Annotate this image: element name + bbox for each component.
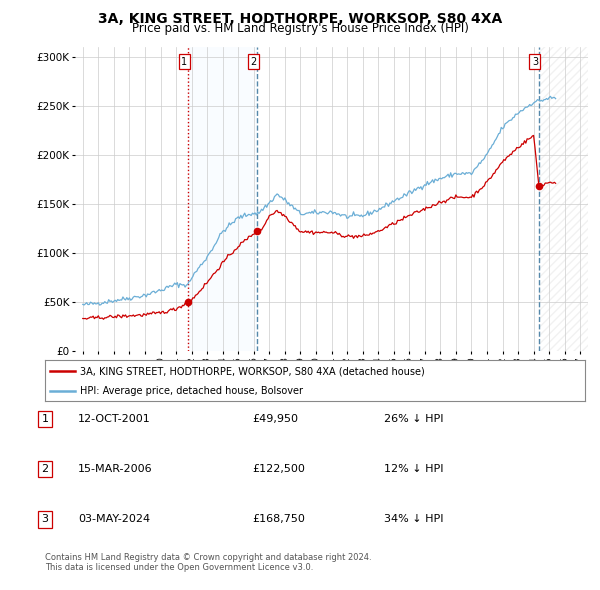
Text: 3: 3 bbox=[41, 514, 49, 524]
Text: 12-OCT-2001: 12-OCT-2001 bbox=[78, 414, 151, 424]
Text: Contains HM Land Registry data © Crown copyright and database right 2024.: Contains HM Land Registry data © Crown c… bbox=[45, 553, 371, 562]
Text: 2: 2 bbox=[250, 57, 256, 67]
Text: £122,500: £122,500 bbox=[252, 464, 305, 474]
Text: Price paid vs. HM Land Registry's House Price Index (HPI): Price paid vs. HM Land Registry's House … bbox=[131, 22, 469, 35]
Bar bbox=[539, 47, 588, 351]
Text: 1: 1 bbox=[41, 414, 49, 424]
Text: 34% ↓ HPI: 34% ↓ HPI bbox=[384, 514, 443, 524]
Text: 12% ↓ HPI: 12% ↓ HPI bbox=[384, 464, 443, 474]
Text: 15-MAR-2006: 15-MAR-2006 bbox=[78, 464, 152, 474]
Text: 03-MAY-2024: 03-MAY-2024 bbox=[78, 514, 150, 524]
Bar bbox=[188, 47, 257, 351]
Text: 26% ↓ HPI: 26% ↓ HPI bbox=[384, 414, 443, 424]
Text: £168,750: £168,750 bbox=[252, 514, 305, 524]
Text: £49,950: £49,950 bbox=[252, 414, 298, 424]
Text: 3A, KING STREET, HODTHORPE, WORKSOP, S80 4XA (detached house): 3A, KING STREET, HODTHORPE, WORKSOP, S80… bbox=[80, 366, 425, 376]
Text: 2: 2 bbox=[41, 464, 49, 474]
Text: 3: 3 bbox=[532, 57, 538, 67]
Text: This data is licensed under the Open Government Licence v3.0.: This data is licensed under the Open Gov… bbox=[45, 563, 313, 572]
Text: 1: 1 bbox=[181, 57, 187, 67]
Text: HPI: Average price, detached house, Bolsover: HPI: Average price, detached house, Bols… bbox=[80, 386, 303, 396]
Bar bbox=[539, 47, 588, 351]
Text: 3A, KING STREET, HODTHORPE, WORKSOP, S80 4XA: 3A, KING STREET, HODTHORPE, WORKSOP, S80… bbox=[98, 12, 502, 26]
